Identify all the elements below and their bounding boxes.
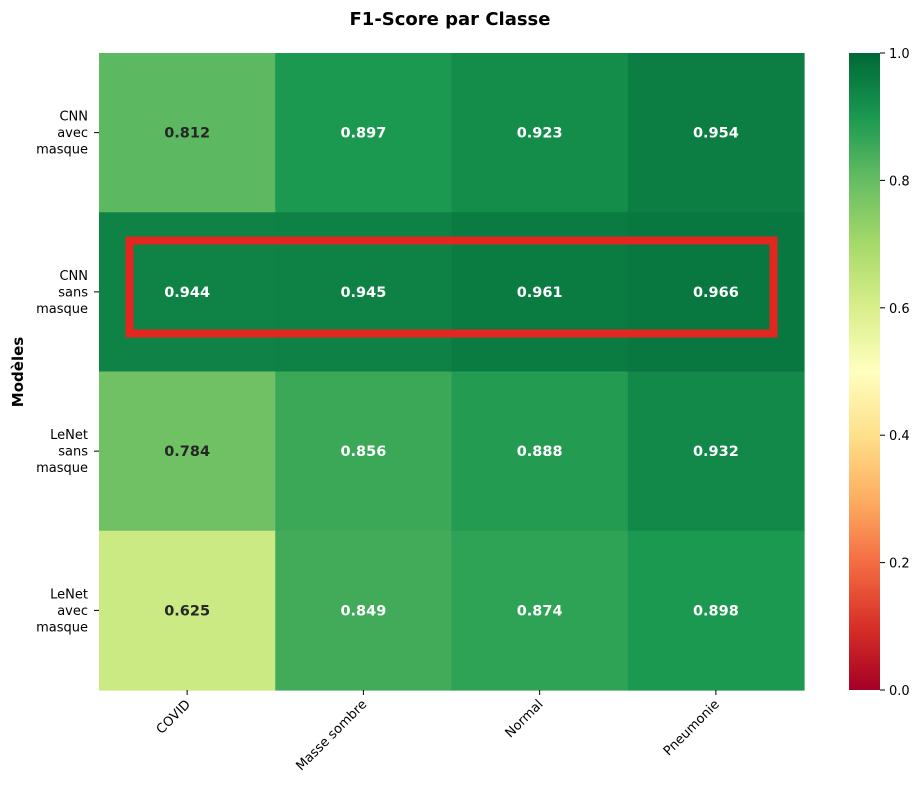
colorbar <box>849 53 880 690</box>
colorbar-tick-label: 0.6 <box>889 302 910 317</box>
colorbar-tick-label: 0.2 <box>889 557 910 572</box>
cell-value-label: 0.966 <box>693 285 739 301</box>
cell-value-label: 0.856 <box>340 444 386 460</box>
cell-value-label: 0.784 <box>164 444 210 460</box>
y-tick-label: LeNet avec masque <box>36 587 88 635</box>
x-axis-ticks: COVID Masse sombre Normal Pneumonie <box>154 690 723 774</box>
heatmap-cell <box>275 53 453 213</box>
cell-value-label: 0.849 <box>340 603 386 619</box>
heatmap-cell <box>275 530 453 691</box>
highlight-row-box <box>125 236 778 338</box>
heatmap-cell <box>627 371 805 532</box>
heatmap-cells <box>99 53 805 691</box>
colorbar-tick-label: 0.0 <box>889 684 910 699</box>
heatmap-cell <box>627 530 805 691</box>
x-tick-label: Masse sombre <box>293 697 370 774</box>
x-tick-label: Normal <box>503 697 547 741</box>
y-tick-label: CNN avec masque <box>36 110 88 158</box>
cell-value-label: 0.945 <box>340 285 386 301</box>
colorbar-ticks: 0.0 0.2 0.4 0.6 0.8 1.0 <box>880 47 910 699</box>
colorbar-tick-label: 0.8 <box>889 174 910 189</box>
cell-value-label: 0.954 <box>693 126 739 142</box>
y-axis-label: Modèles <box>9 337 27 407</box>
cell-value-label: 0.961 <box>517 285 563 301</box>
heatmap-cell <box>451 53 629 213</box>
x-tick-label: COVID <box>154 697 194 737</box>
y-tick-label: CNN sans masque <box>36 269 88 317</box>
heatmap-cell <box>451 530 629 691</box>
cell-value-label: 0.932 <box>693 444 739 460</box>
cell-value-label: 0.923 <box>517 126 563 142</box>
cell-value-label: 0.888 <box>517 444 563 460</box>
cell-value-label: 0.897 <box>340 126 386 142</box>
x-tick-label: Pneumonie <box>661 697 723 759</box>
cell-value-label: 0.874 <box>517 603 563 619</box>
heatmap-value-labels: 0.812 0.897 0.923 0.954 0.944 0.945 0.961 0.966… <box>164 126 739 620</box>
colorbar-tick-label: 1.0 <box>889 47 910 62</box>
cell-value-label: 0.812 <box>164 126 210 142</box>
chart-title: F1-Score par Classe <box>350 9 551 30</box>
y-axis-ticks: CNN avec masque CNN sans masque LeNet sans masqu… <box>36 110 99 635</box>
cell-value-label: 0.898 <box>693 603 739 619</box>
cell-value-label: 0.944 <box>164 285 210 301</box>
y-tick-label: LeNet sans masque <box>36 428 88 476</box>
colorbar-tick-label: 0.4 <box>889 429 910 444</box>
heatmap-cell <box>275 371 453 532</box>
heatmap-cell <box>451 371 629 532</box>
heatmap-cell <box>99 53 276 213</box>
heatmap-cell <box>627 53 805 213</box>
heatmap-cell <box>99 371 276 532</box>
cell-value-label: 0.625 <box>164 603 210 619</box>
heatmap-cell <box>99 530 276 691</box>
